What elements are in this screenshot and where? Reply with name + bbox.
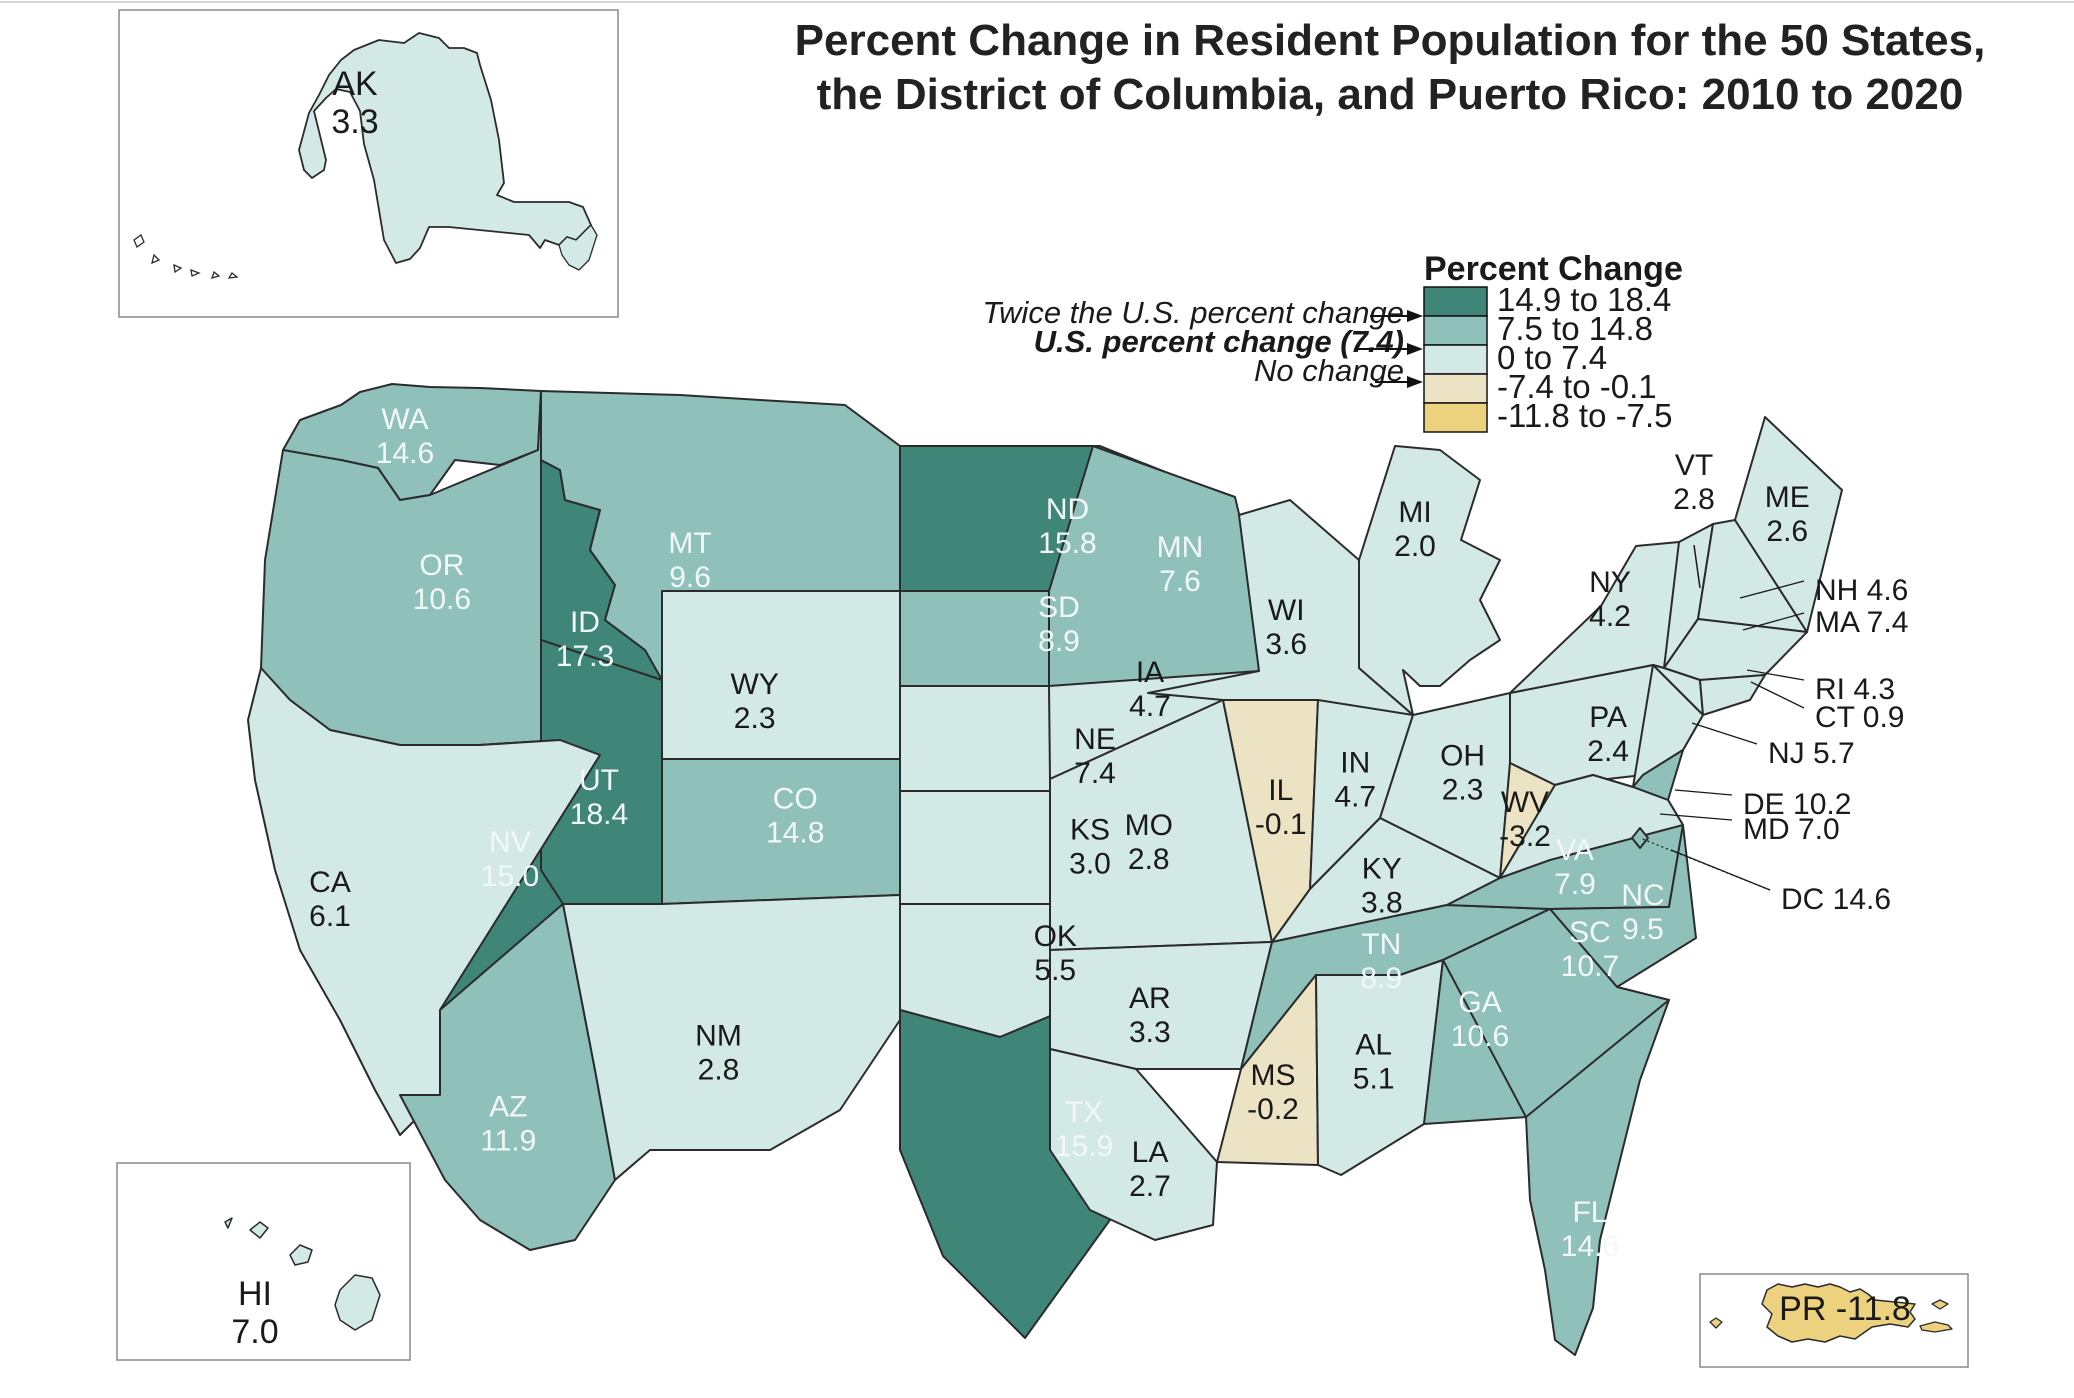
svg-text:14.6: 14.6 [1561,1230,1619,1263]
svg-text:IN: IN [1340,747,1370,780]
svg-text:OR: OR [419,549,464,582]
svg-text:5.5: 5.5 [1034,954,1076,987]
svg-text:7.4: 7.4 [1074,757,1116,790]
svg-text:7.9: 7.9 [1554,868,1596,901]
svg-text:MD 7.0: MD 7.0 [1743,813,1840,846]
svg-text:CT 0.9: CT 0.9 [1815,701,1905,734]
svg-text:2.0: 2.0 [1394,530,1436,563]
svg-text:15.8: 15.8 [1038,527,1096,560]
svg-text:3.0: 3.0 [1069,848,1111,881]
svg-text:TX: TX [1065,1096,1103,1129]
svg-text:NM: NM [695,1019,742,1052]
svg-text:NY: NY [1589,566,1631,599]
svg-text:VT: VT [1675,449,1713,482]
svg-text:UT: UT [579,764,619,797]
svg-text:NV: NV [489,826,531,859]
svg-text:NJ 5.7: NJ 5.7 [1768,737,1855,770]
svg-text:KY: KY [1362,852,1402,885]
svg-text:2.3: 2.3 [734,702,776,735]
svg-text:14.8: 14.8 [766,817,824,850]
svg-text:15.0: 15.0 [481,860,539,893]
svg-text:2.3: 2.3 [1442,773,1484,806]
svg-text:DC 14.6: DC 14.6 [1781,883,1891,916]
svg-text:3.3: 3.3 [1129,1016,1171,1049]
svg-text:9.5: 9.5 [1622,913,1664,946]
svg-text:GA: GA [1458,986,1501,1019]
svg-text:WV: WV [1501,786,1549,819]
svg-text:NE: NE [1074,723,1116,756]
svg-text:WY: WY [731,668,779,701]
svg-text:7.6: 7.6 [1159,565,1201,598]
svg-text:ME: ME [1765,481,1810,514]
svg-text:-0.2: -0.2 [1247,1093,1299,1126]
svg-text:18.4: 18.4 [570,798,628,831]
svg-text:4.7: 4.7 [1334,781,1376,814]
svg-text:8.9: 8.9 [1038,625,1080,658]
svg-text:7.0: 7.0 [231,1313,278,1351]
svg-text:9.6: 9.6 [669,561,711,594]
svg-text:ID: ID [570,606,600,639]
svg-text:CA: CA [309,866,351,899]
svg-text:5.1: 5.1 [1353,1062,1395,1095]
svg-text:10.6: 10.6 [1451,1020,1509,1053]
svg-text:3.3: 3.3 [331,103,378,141]
svg-text:WA: WA [381,403,428,436]
svg-text:8.9: 8.9 [1360,962,1402,995]
svg-text:VA: VA [1556,834,1594,867]
svg-text:SD: SD [1038,591,1080,624]
svg-text:2.8: 2.8 [1128,843,1170,876]
svg-text:NC: NC [1621,879,1664,912]
svg-text:NH 4.6: NH 4.6 [1815,574,1908,607]
svg-text:4.7: 4.7 [1129,690,1171,723]
svg-text:2.8: 2.8 [1673,483,1715,516]
svg-text:MA 7.4: MA 7.4 [1815,606,1908,639]
svg-text:IA: IA [1136,656,1164,689]
svg-text:ND: ND [1046,493,1089,526]
svg-text:SC: SC [1569,916,1611,949]
svg-text:AR: AR [1129,982,1171,1015]
svg-text:AZ: AZ [489,1090,527,1123]
svg-text:LA: LA [1132,1136,1169,1169]
svg-text:4.2: 4.2 [1589,600,1631,633]
svg-text:14.6: 14.6 [376,437,434,470]
svg-text:6.1: 6.1 [309,900,351,933]
svg-text:-3.2: -3.2 [1499,820,1551,853]
svg-text:3.6: 3.6 [1265,628,1307,661]
svg-text:MO: MO [1125,809,1173,842]
svg-text:AL: AL [1355,1028,1392,1061]
svg-text:PA: PA [1589,701,1627,734]
svg-text:KS: KS [1070,814,1110,847]
svg-text:IL: IL [1268,774,1293,807]
svg-text:PR -11.8: PR -11.8 [1779,1290,1911,1328]
svg-text:11.9: 11.9 [480,1124,536,1157]
svg-text:2.4: 2.4 [1587,735,1629,768]
svg-text:10.7: 10.7 [1561,950,1619,983]
svg-text:17.3: 17.3 [556,640,614,673]
svg-text:OK: OK [1034,920,1077,953]
svg-text:-0.1: -0.1 [1255,808,1307,841]
svg-text:-11.8 to -7.5: -11.8 to -7.5 [1497,397,1673,434]
svg-text:OH: OH [1440,739,1485,772]
svg-text:10.6: 10.6 [413,583,471,616]
svg-text:TN: TN [1361,928,1401,961]
svg-text:AK: AK [332,65,378,103]
svg-text:MS: MS [1251,1059,1296,1092]
svg-text:15.9: 15.9 [1055,1130,1113,1163]
svg-text:2.7: 2.7 [1129,1170,1171,1203]
svg-text:2.8: 2.8 [698,1053,740,1086]
svg-text:CO: CO [773,783,818,816]
svg-text:MT: MT [668,527,711,560]
svg-text:MN: MN [1157,531,1204,564]
svg-text:FL: FL [1572,1196,1607,1229]
svg-text:HI: HI [238,1275,272,1313]
svg-text:3.8: 3.8 [1361,886,1403,919]
svg-text:2.6: 2.6 [1766,515,1808,548]
svg-text:MI: MI [1398,496,1431,529]
svg-text:WI: WI [1268,594,1305,627]
